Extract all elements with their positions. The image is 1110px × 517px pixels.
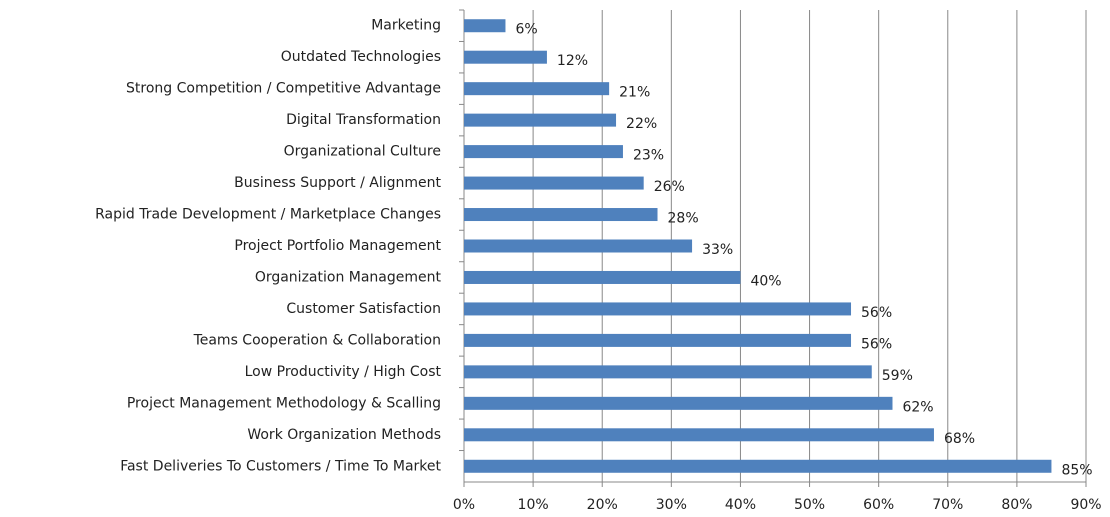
bar [464, 50, 547, 64]
y-tick-label: Teams Cooperation & Collaboration [193, 332, 441, 348]
value-label: 68% [944, 431, 975, 447]
y-tick-label: Strong Competition / Competitive Advanta… [126, 81, 441, 97]
bar [464, 176, 644, 190]
x-tick-label: 80% [1001, 497, 1032, 513]
x-tick-label: 0% [453, 497, 475, 513]
value-label: 59% [882, 368, 913, 384]
value-label: 62% [902, 399, 933, 415]
y-tick-label: Digital Transformation [286, 112, 441, 128]
x-tick-label: 70% [932, 497, 963, 513]
value-label: 40% [750, 273, 781, 289]
bar [464, 145, 623, 159]
value-label: 33% [702, 242, 733, 258]
value-label: 23% [633, 148, 664, 164]
x-tick-label: 20% [587, 497, 618, 513]
x-tick-label: 50% [794, 497, 825, 513]
x-tick-label: 40% [725, 497, 756, 513]
value-label: 26% [654, 179, 685, 195]
bar [464, 302, 852, 316]
y-tick-label: Project Management Methodology & Scallin… [127, 395, 441, 411]
bar [464, 82, 610, 96]
bar [464, 428, 934, 442]
value-label: 6% [515, 22, 537, 38]
y-tick-label: Business Support / Alignment [234, 175, 441, 191]
y-tick-label: Low Productivity / High Cost [245, 364, 442, 380]
value-label: 56% [861, 336, 892, 352]
bar [464, 239, 693, 253]
value-label: 22% [626, 116, 657, 132]
y-tick-label: Customer Satisfaction [286, 301, 441, 317]
x-tick-label: 60% [863, 497, 894, 513]
value-label: 12% [557, 53, 588, 69]
bar [464, 365, 872, 379]
y-tick-label: Organizational Culture [284, 144, 441, 160]
y-tick-label: Work Organization Methods [247, 427, 441, 443]
x-tick-label: 30% [656, 497, 687, 513]
bar [464, 113, 617, 127]
bar [464, 396, 893, 410]
value-label: 28% [668, 211, 699, 227]
bar [464, 333, 852, 347]
bar [464, 19, 506, 33]
y-tick-label: Outdated Technologies [281, 49, 441, 65]
bar [464, 459, 1052, 473]
bar [464, 208, 658, 222]
value-label: 56% [861, 305, 892, 321]
y-tick-label: Organization Management [255, 269, 442, 285]
y-tick-label: Marketing [371, 18, 441, 34]
x-tick-label: 10% [518, 497, 549, 513]
bar [464, 270, 741, 284]
value-label: 21% [619, 85, 650, 101]
y-tick-label: Project Portfolio Management [234, 238, 441, 254]
x-tick-label: 90% [1070, 497, 1101, 513]
value-label: 85% [1061, 462, 1092, 478]
y-tick-label: Fast Deliveries To Customers / Time To M… [120, 458, 441, 474]
y-tick-label: Rapid Trade Development / Marketplace Ch… [95, 207, 441, 223]
